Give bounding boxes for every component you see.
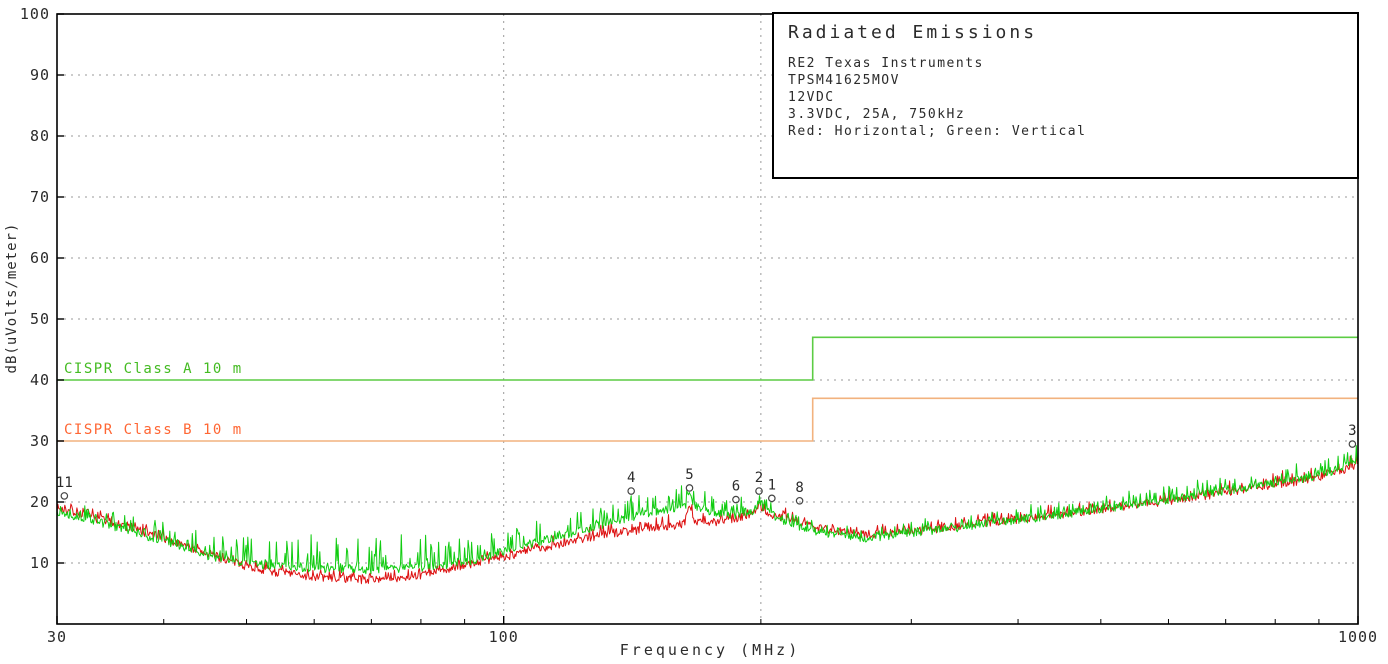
legend-line-part: TPSM41625MOV [788,73,900,88]
x-tick-label: 30 [47,628,67,646]
peak-marker [768,494,776,503]
peak-marker-label: 1 [768,477,776,493]
cispr-class-b-label: CISPR Class B 10 m [64,422,243,438]
y-tick-label: 10 [30,554,50,572]
peak-marker [60,492,69,500]
legend-line-polarity: Red: Horizontal; Green: Vertical [788,124,1087,139]
y-axis-label: dB(uVolts/meter) [4,222,20,374]
cispr-class-a-label: CISPR Class A 10 m [64,361,243,377]
y-tick-label: 90 [30,66,50,84]
y-tick-label: 30 [30,432,50,450]
y-tick-label: 60 [30,249,50,267]
x-tick-label: 1000 [1338,628,1378,646]
peak-marker-label: 8 [795,480,803,496]
limit-line-cispr-b [57,397,1358,442]
peak-marker-label: 11 [56,475,73,491]
legend-line-output: 3.3VDC, 25A, 750kHz [788,107,966,122]
peak-marker-label: 2 [755,470,763,486]
peak-marker [732,495,740,504]
y-tick-label: 20 [30,493,50,511]
peak-marker [1348,440,1357,448]
chart-title: Radiated Emissions [788,22,1038,43]
y-tick-label: 80 [30,127,50,145]
legend-box: Radiated Emissions RE2 Texas Instruments… [772,12,1359,179]
legend-line-model: RE2 Texas Instruments [788,56,984,71]
y-tick-label: 70 [30,188,50,206]
y-tick-label: 100 [20,5,50,23]
limit-line-cispr-a [57,336,1358,381]
peak-marker [627,487,635,495]
peak-marker [755,487,763,495]
peak-marker-label: 6 [732,479,740,495]
x-axis-label: Frequency (MHz) [619,641,801,659]
peak-marker [795,496,804,505]
legend-line-input: 12VDC [788,90,835,105]
y-tick-label: 50 [30,310,50,328]
peak-marker [685,484,694,492]
peak-marker-label: 3 [1348,423,1356,439]
x-tick-label: 100 [489,628,519,646]
peak-marker-label: 4 [627,470,635,486]
peak-marker-label: 5 [685,467,693,483]
trace-vertical [56,445,1359,575]
y-tick-label: 40 [30,371,50,389]
trace-horizontal [56,454,1359,585]
